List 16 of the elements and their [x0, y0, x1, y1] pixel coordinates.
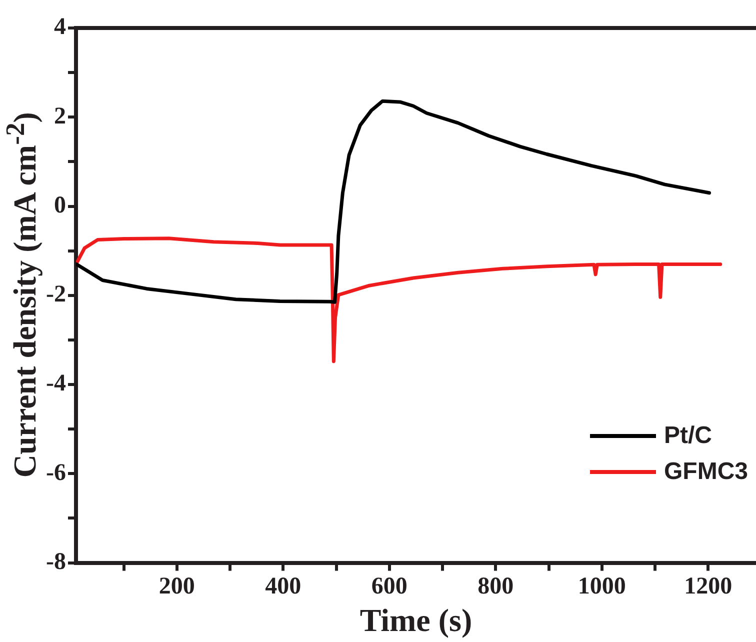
x-tick-label: 200 — [158, 573, 195, 600]
y-tick-label: -6 — [46, 460, 66, 486]
legend-label: GFMC3 — [664, 458, 748, 486]
x-tick-label: 1000 — [578, 573, 626, 600]
x-axis-title: Time (s) — [360, 602, 472, 638]
y-tick-label: -4 — [46, 370, 66, 397]
y-tick-label: -8 — [46, 549, 66, 576]
y-tick-label: 0 — [54, 192, 66, 218]
legend-label: Pt/C — [664, 422, 712, 450]
x-tick-label: 800 — [478, 573, 514, 600]
x-tick-label: 600 — [371, 573, 408, 600]
y-tick-label: 2 — [54, 103, 66, 130]
x-tick-label: 1200 — [684, 573, 732, 600]
y-tick-label: 4 — [54, 14, 66, 40]
x-tick-label: 400 — [265, 573, 302, 600]
y-tick-label: -2 — [46, 282, 66, 308]
